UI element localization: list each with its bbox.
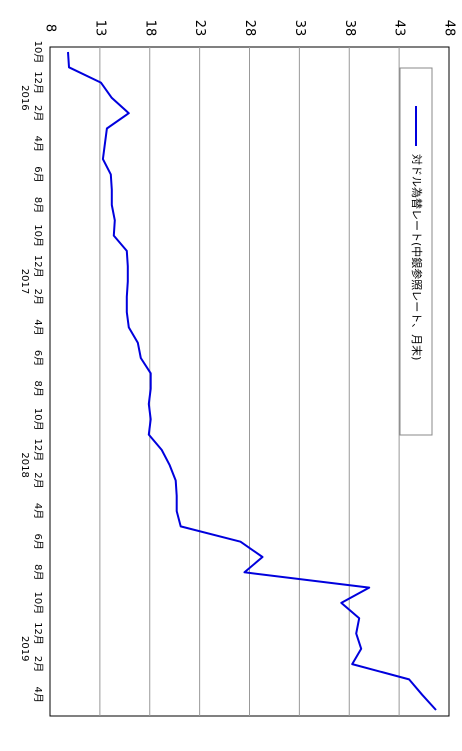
x-tick-label: 8月: [32, 380, 44, 396]
x-tick-label: 12月: [32, 438, 44, 461]
x-tick-label: 10月: [32, 224, 44, 247]
x-tick-label: 12月: [32, 622, 44, 645]
series-group: [67, 51, 437, 711]
x-tick-label: 10月: [32, 592, 44, 615]
y-axis-ticks: 8 13 18 23 28 33 38 43 48: [43, 20, 457, 37]
series-line: [67, 51, 437, 711]
x-tick-label: 4月: [32, 319, 44, 335]
year-label: 2019: [19, 636, 30, 661]
x-tick-label: 2月: [32, 105, 44, 121]
x-tick-label: 6月: [32, 350, 44, 366]
x-tick-label: 4月: [32, 503, 44, 519]
y-tick-label: 23: [192, 20, 207, 37]
year-label: 2016: [19, 85, 30, 110]
x-tick-label: 6月: [32, 533, 44, 549]
x-tick-label: 8月: [32, 197, 44, 213]
x-tick-label: 10月: [32, 408, 44, 431]
y-tick-label: 13: [92, 20, 107, 37]
year-label: 2018: [19, 452, 30, 477]
y-tick-label: 18: [142, 20, 157, 37]
legend-label: 対ドル為替レート(中銀参照レート、月末): [410, 154, 424, 360]
legend: 対ドル為替レート(中銀参照レート、月末): [399, 67, 433, 436]
y-tick-label: 28: [242, 20, 257, 37]
x-tick-label: 12月: [32, 71, 44, 94]
x-tick-label: 2月: [32, 289, 44, 305]
y-tick-label: 48: [442, 20, 457, 37]
x-tick-label: 4月: [32, 687, 44, 703]
y-tick-label: 33: [292, 20, 307, 37]
x-tick-label: 8月: [32, 564, 44, 580]
y-tick-label: 38: [342, 20, 357, 37]
x-tick-label: 4月: [32, 136, 44, 152]
x-tick-label: 2月: [32, 656, 44, 672]
x-axis-ticks: 10月 12月 2月 4月 6月 8月 10月 12月 2月 4月 6月 8月 10月 12月 2月 4月 6月…: [32, 41, 44, 703]
year-label: 2017: [19, 269, 30, 294]
year-labels: 2016 2017 2018 2019: [19, 85, 30, 661]
gridlines: [99, 47, 400, 716]
x-tick-label: 6月: [32, 166, 44, 182]
y-tick-label: 8: [43, 24, 58, 32]
x-tick-label: 12月: [32, 255, 44, 278]
x-tick-label: 2月: [32, 472, 44, 488]
y-tick-label: 43: [392, 20, 407, 37]
x-tick-label: 10月: [32, 41, 44, 64]
